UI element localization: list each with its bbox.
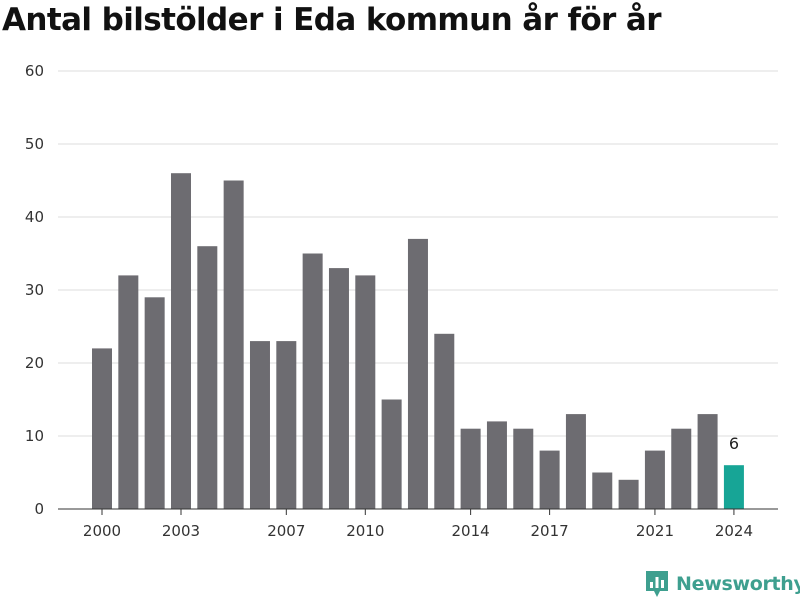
- brand-logo[interactable]: Newsworthy: [644, 568, 800, 600]
- bar-2000: [92, 348, 112, 509]
- bars: [92, 173, 744, 509]
- y-tick-label-50: 50: [25, 135, 44, 153]
- bar-2021: [644, 450, 665, 509]
- x-axis-ticks: 2000 2003 2007 2010 2014 2017 2021 2024: [83, 509, 753, 540]
- bar-2008: [302, 253, 323, 509]
- bar-2010: [355, 275, 376, 509]
- newsworthy-logo-icon: [646, 571, 668, 597]
- brand-name: Newsworthy: [676, 573, 800, 595]
- bar-2013: [434, 333, 455, 509]
- bar-2002: [144, 297, 165, 509]
- bar-2020: [618, 479, 639, 509]
- bar-2003: [170, 173, 191, 509]
- y-tick-label-20: 20: [25, 354, 44, 372]
- bar-2007: [276, 341, 297, 509]
- x-tick-label-2010: 2010: [346, 522, 384, 540]
- bar-2018: [565, 414, 586, 509]
- bar-2015: [486, 421, 507, 509]
- bar-2022: [671, 428, 692, 509]
- x-tick-label-2000: 2000: [83, 522, 121, 540]
- bar-2009: [328, 268, 349, 509]
- bar-2001: [118, 275, 139, 509]
- y-tick-label-30: 30: [25, 281, 44, 299]
- bar-2024: [723, 465, 744, 509]
- bar-2023: [697, 414, 718, 509]
- y-tick-label-40: 40: [25, 208, 44, 226]
- bar-2011: [381, 399, 402, 509]
- bar-2006: [249, 341, 270, 509]
- y-tick-label-0: 0: [34, 500, 44, 518]
- bar-2017: [539, 450, 560, 509]
- x-tick-label-2007: 2007: [267, 522, 305, 540]
- x-tick-label-2014: 2014: [452, 522, 490, 540]
- y-tick-label-10: 10: [25, 427, 44, 445]
- x-tick-label-2021: 2021: [636, 522, 674, 540]
- bar-2012: [407, 238, 428, 509]
- data-label-2024: 6: [729, 434, 739, 453]
- bar-2014: [460, 428, 481, 509]
- chart-title: Antal bilstölder i Eda kommun år för år: [2, 2, 662, 38]
- bar-2005: [223, 180, 244, 509]
- data-labels: 6: [729, 434, 739, 453]
- y-axis: 0 10 20 30 40 50 60: [25, 62, 44, 518]
- x-tick-label-2003: 2003: [162, 522, 200, 540]
- bar-2019: [592, 472, 613, 509]
- bar-2016: [513, 428, 534, 509]
- x-tick-label-2017: 2017: [531, 522, 569, 540]
- bar-2004: [197, 246, 218, 509]
- y-tick-label-60: 60: [25, 62, 44, 80]
- x-tick-label-2024: 2024: [715, 522, 753, 540]
